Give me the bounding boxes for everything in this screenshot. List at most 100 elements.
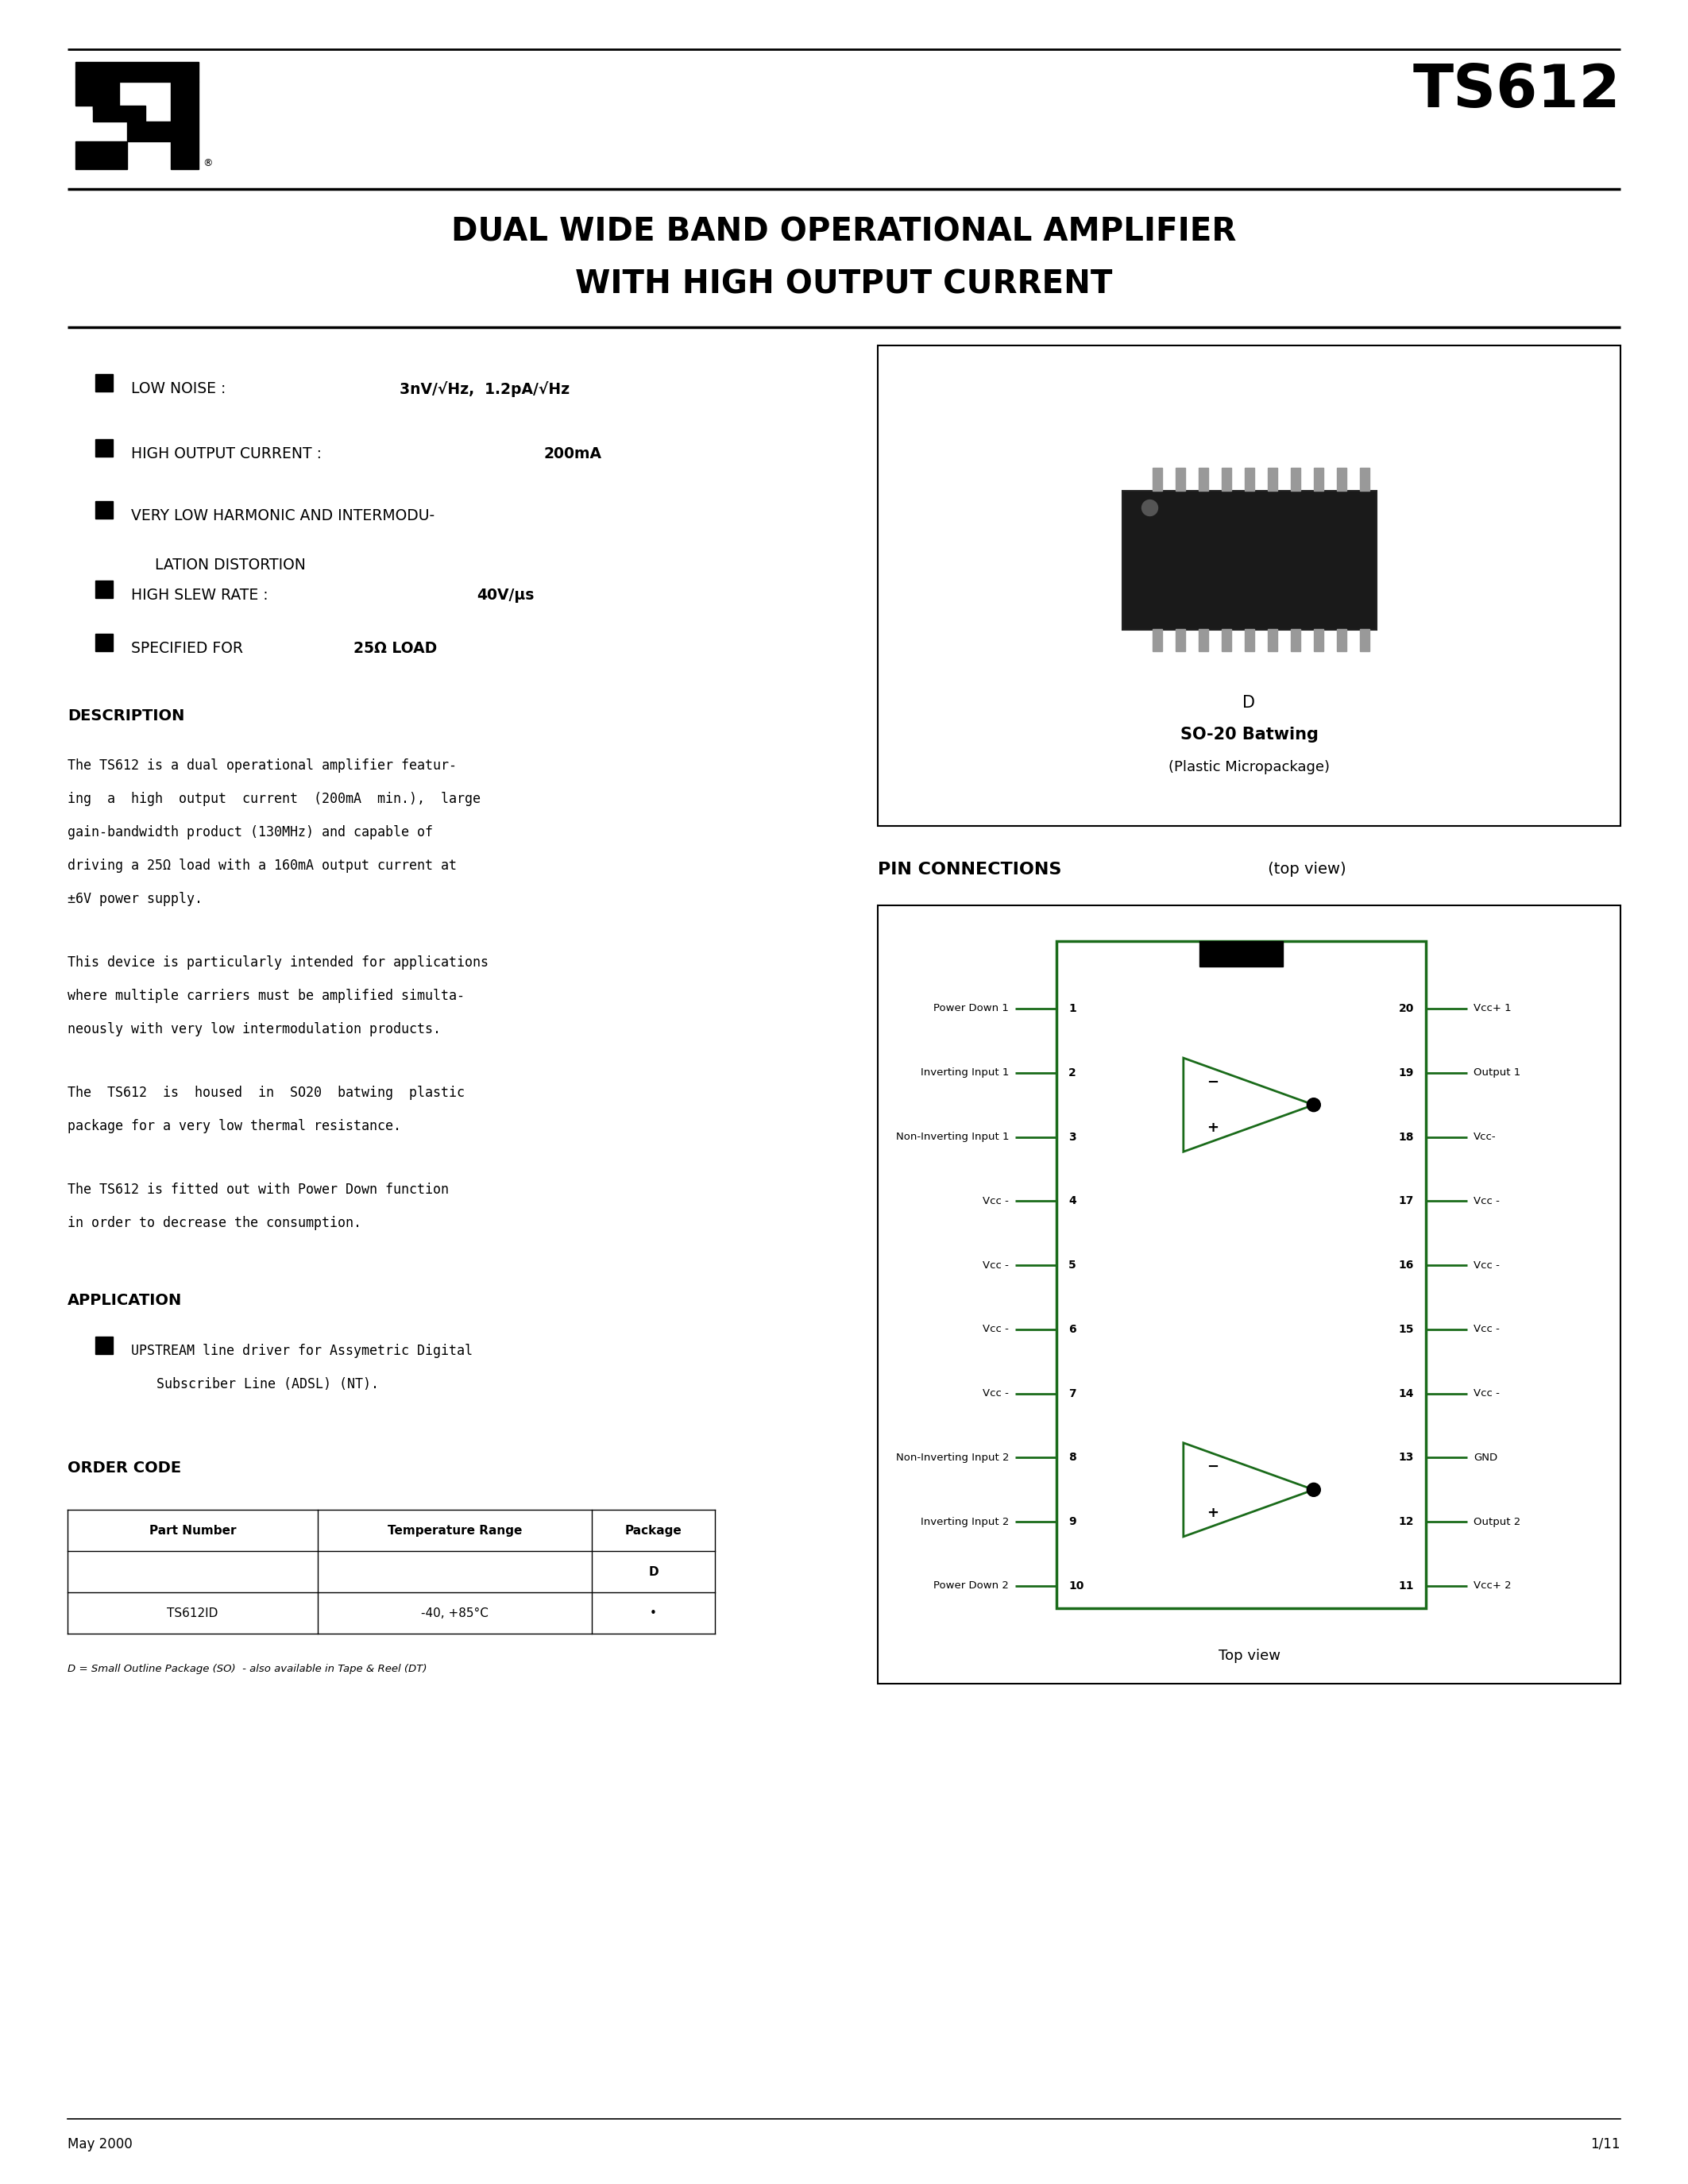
Text: 19: 19: [1399, 1068, 1415, 1079]
Text: 17: 17: [1399, 1195, 1415, 1206]
Text: DESCRIPTION: DESCRIPTION: [68, 708, 184, 723]
Circle shape: [1307, 1483, 1320, 1496]
Text: 16: 16: [1399, 1260, 1415, 1271]
Bar: [1268, 629, 1276, 651]
Text: D: D: [1242, 695, 1256, 710]
Text: 18: 18: [1398, 1131, 1415, 1142]
Polygon shape: [76, 81, 120, 109]
Bar: [1244, 467, 1254, 491]
Text: Vcc -: Vcc -: [1474, 1324, 1499, 1334]
Text: Subscriber Line (ADSL) (NT).: Subscriber Line (ADSL) (NT).: [157, 1378, 378, 1391]
Polygon shape: [127, 122, 170, 142]
Text: VERY LOW HARMONIC AND INTERMODU-: VERY LOW HARMONIC AND INTERMODU-: [132, 509, 434, 524]
Bar: [1290, 467, 1300, 491]
Text: package for a very low thermal resistance.: package for a very low thermal resistanc…: [68, 1118, 402, 1133]
Text: HIGH OUTPUT CURRENT :: HIGH OUTPUT CURRENT :: [132, 446, 326, 461]
Text: Vcc -: Vcc -: [982, 1260, 1009, 1271]
Text: 1: 1: [1069, 1002, 1077, 1013]
Text: 9: 9: [1069, 1516, 1075, 1527]
Text: DUAL WIDE BAND OPERATIONAL AMPLIFIER: DUAL WIDE BAND OPERATIONAL AMPLIFIER: [451, 216, 1237, 247]
Polygon shape: [76, 61, 199, 81]
Text: 7: 7: [1069, 1389, 1075, 1400]
Text: (Plastic Micropackage): (Plastic Micropackage): [1168, 760, 1330, 775]
Text: ing  a  high  output  current  (200mA  min.),  large: ing a high output current (200mA min.), …: [68, 793, 481, 806]
Text: D = Small Outline Package (SO)  - also available in Tape & Reel (DT): D = Small Outline Package (SO) - also av…: [68, 1664, 427, 1675]
Text: gain-bandwidth product (130MHz) and capable of: gain-bandwidth product (130MHz) and capa…: [68, 826, 432, 839]
Text: Vcc+ 1: Vcc+ 1: [1474, 1002, 1511, 1013]
Bar: [95, 373, 113, 391]
Text: Top view: Top view: [1219, 1649, 1280, 1662]
Text: Vcc -: Vcc -: [982, 1324, 1009, 1334]
Bar: [1153, 629, 1161, 651]
Text: (top view): (top view): [1263, 863, 1345, 876]
Text: 15: 15: [1398, 1324, 1415, 1334]
Bar: [878, 345, 1620, 826]
Text: D: D: [648, 1566, 658, 1577]
Bar: [1337, 629, 1345, 651]
Text: UPSTREAM line driver for Assymetric Digital: UPSTREAM line driver for Assymetric Digi…: [132, 1343, 473, 1358]
Text: PIN CONNECTIONS: PIN CONNECTIONS: [878, 863, 1062, 878]
Text: WITH HIGH OUTPUT CURRENT: WITH HIGH OUTPUT CURRENT: [576, 269, 1112, 299]
Text: ®: ®: [203, 159, 213, 168]
Text: The TS612 is fitted out with Power Down function: The TS612 is fitted out with Power Down …: [68, 1182, 449, 1197]
Text: 11: 11: [1398, 1581, 1415, 1592]
Bar: [1175, 467, 1185, 491]
Text: TS612: TS612: [1413, 61, 1620, 120]
Text: APPLICATION: APPLICATION: [68, 1293, 182, 1308]
Text: 40V/μs: 40V/μs: [476, 587, 533, 603]
Text: LOW NOISE :: LOW NOISE :: [132, 382, 231, 397]
Bar: [1244, 629, 1254, 651]
Text: 6: 6: [1069, 1324, 1075, 1334]
Text: 25Ω LOAD: 25Ω LOAD: [353, 642, 437, 655]
Bar: [1222, 467, 1231, 491]
Text: where multiple carriers must be amplified simulta-: where multiple carriers must be amplifie…: [68, 989, 464, 1002]
Text: driving a 25Ω load with a 160mA output current at: driving a 25Ω load with a 160mA output c…: [68, 858, 457, 874]
Text: Vcc+ 2: Vcc+ 2: [1474, 1581, 1511, 1592]
Text: HIGH SLEW RATE :: HIGH SLEW RATE :: [132, 587, 273, 603]
Bar: [95, 633, 113, 651]
Bar: [1290, 629, 1300, 651]
Text: Package: Package: [625, 1524, 682, 1535]
Text: neously with very low intermodulation products.: neously with very low intermodulation pr…: [68, 1022, 441, 1037]
Text: −: −: [1207, 1075, 1219, 1090]
Text: ±6V power supply.: ±6V power supply.: [68, 891, 203, 906]
Bar: [1200, 941, 1283, 968]
Bar: [95, 502, 113, 520]
Text: Output 1: Output 1: [1474, 1068, 1521, 1079]
Text: 3nV/√Hz,  1.2pA/√Hz: 3nV/√Hz, 1.2pA/√Hz: [400, 382, 569, 397]
Bar: [1313, 629, 1323, 651]
Text: Vcc -: Vcc -: [982, 1389, 1009, 1398]
Bar: [1268, 467, 1276, 491]
Bar: [1359, 629, 1369, 651]
Polygon shape: [76, 142, 127, 168]
Text: May 2000: May 2000: [68, 2138, 132, 2151]
Text: Vcc-: Vcc-: [1474, 1131, 1496, 1142]
Text: Power Down 2: Power Down 2: [933, 1581, 1009, 1592]
Text: Power Down 1: Power Down 1: [933, 1002, 1009, 1013]
Bar: [1337, 467, 1345, 491]
Text: Output 2: Output 2: [1474, 1516, 1521, 1527]
Text: Vcc -: Vcc -: [1474, 1389, 1499, 1398]
Text: •: •: [650, 1607, 657, 1618]
Bar: [1198, 467, 1209, 491]
Text: 200mA: 200mA: [544, 446, 603, 461]
Polygon shape: [1183, 1057, 1313, 1151]
Circle shape: [1141, 500, 1158, 515]
Text: 5: 5: [1069, 1260, 1077, 1271]
Text: Inverting Input 1: Inverting Input 1: [920, 1068, 1009, 1079]
Text: Vcc -: Vcc -: [1474, 1260, 1499, 1271]
Bar: [1198, 629, 1209, 651]
Text: Temperature Range: Temperature Range: [388, 1524, 522, 1535]
Text: 2: 2: [1069, 1068, 1077, 1079]
Text: SO-20 Batwing: SO-20 Batwing: [1180, 727, 1318, 743]
Text: 10: 10: [1069, 1581, 1084, 1592]
Circle shape: [1307, 1099, 1320, 1112]
Bar: [95, 439, 113, 456]
Text: 13: 13: [1399, 1452, 1415, 1463]
Text: 4: 4: [1069, 1195, 1077, 1206]
Text: +: +: [1207, 1505, 1219, 1520]
Text: The TS612 is a dual operational amplifier featur-: The TS612 is a dual operational amplifie…: [68, 758, 457, 773]
Text: 12: 12: [1398, 1516, 1415, 1527]
Bar: [878, 906, 1620, 1684]
Text: 3: 3: [1069, 1131, 1075, 1142]
